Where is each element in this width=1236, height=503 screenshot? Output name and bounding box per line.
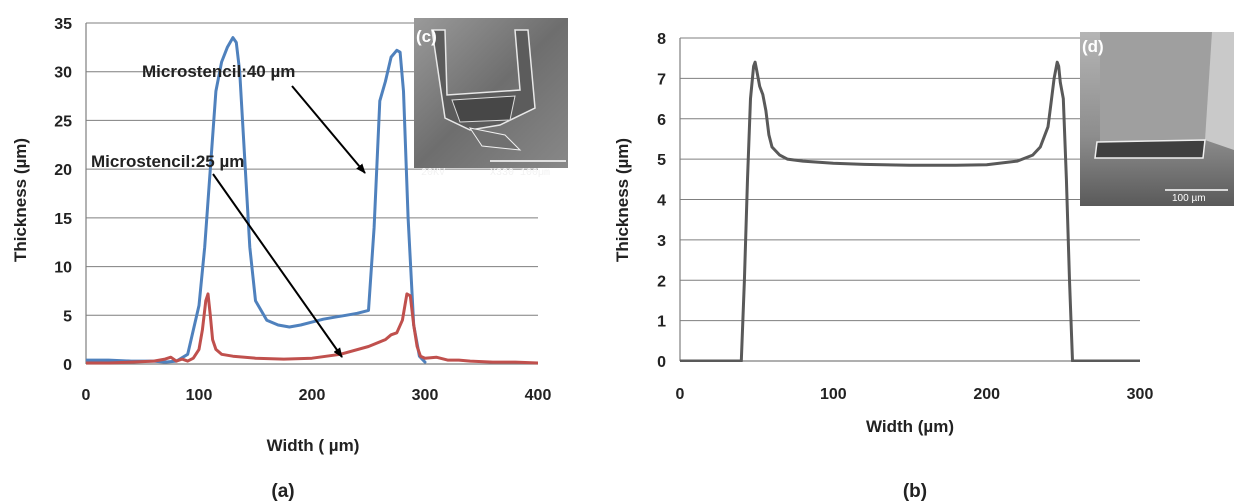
panel-label-a: (a) [271,481,294,502]
series-line-panel-1-0 [680,60,1140,362]
x-tick-label: 400 [525,387,552,404]
y-tick-label: 0 [63,357,72,374]
y-tick-label: 5 [657,152,666,169]
x-tick-label: 100 [820,386,847,403]
y-tick-label: 10 [54,260,72,277]
annotation-40um: Microstencil:40 µm [142,62,295,81]
y-tick-label: 7 [657,71,666,88]
x-axis-label-b: Width (µm) [866,417,954,436]
chart-panel-a: 0 5 10 15 20 25 30 35 0 100 200 300 400 Thickness (… [11,16,568,502]
inset-c-kv: 20KV [421,168,445,179]
y-tick-label: 5 [63,308,72,325]
y-tick-label: 4 [657,193,666,210]
x-ticks-b: 0 100 200 300 [676,386,1154,403]
y-tick-label: 8 [657,31,666,48]
annotation-25um: Microstencil:25 µm [91,152,244,171]
x-tick-label: 0 [676,386,685,403]
sem-inset-d: (d) 100 µm [1080,32,1234,206]
y-tick-label: 25 [54,113,72,130]
arrow-40um [291,85,366,174]
arrow-25um [212,173,343,358]
y-tick-label: 20 [54,162,72,179]
panel-label-b: (b) [903,481,927,502]
inset-label-d: (d) [1082,37,1104,56]
x-axis-label-a: Width ( µm) [267,436,360,455]
y-ticks-a: 0 5 10 15 20 25 30 35 [54,16,72,374]
x-tick-label: 0 [82,387,91,404]
sem-inset-c: (c) 20KV X330 100µm [414,18,568,179]
y-tick-label: 6 [657,112,666,129]
series-a [86,36,538,365]
series-line-microstencil-40-m [86,36,427,364]
x-tick-label: 100 [186,387,213,404]
y-tick-label: 15 [54,211,72,228]
y-axis-label-a: Thickness (µm) [11,138,30,262]
y-tick-label: 2 [657,273,666,290]
inset-label-c: (c) [416,27,437,46]
series-b [680,60,1140,362]
y-tick-label: 3 [657,233,666,250]
inset-c-scale: X330 100µm [490,168,550,179]
x-ticks-a: 0 100 200 300 400 [82,387,552,404]
chart-panel-b: 0 1 2 3 4 5 6 7 8 0 100 200 300 Thickness (µm) Widt… [613,31,1234,502]
inset-d-scale: 100 µm [1172,193,1206,204]
y-tick-label: 0 [657,354,666,371]
y-ticks-b: 0 1 2 3 4 5 6 7 8 [657,31,666,371]
y-axis-label-b: Thickness (µm) [613,138,632,262]
x-tick-label: 200 [973,386,1000,403]
y-tick-label: 30 [54,65,72,82]
series-line-microstencil-25-m [86,292,538,365]
y-tick-label: 1 [657,314,666,331]
x-tick-label: 300 [1127,386,1154,403]
grid-a [85,22,538,365]
x-tick-label: 300 [412,387,439,404]
x-tick-label: 200 [299,387,326,404]
y-tick-label: 35 [54,16,72,33]
